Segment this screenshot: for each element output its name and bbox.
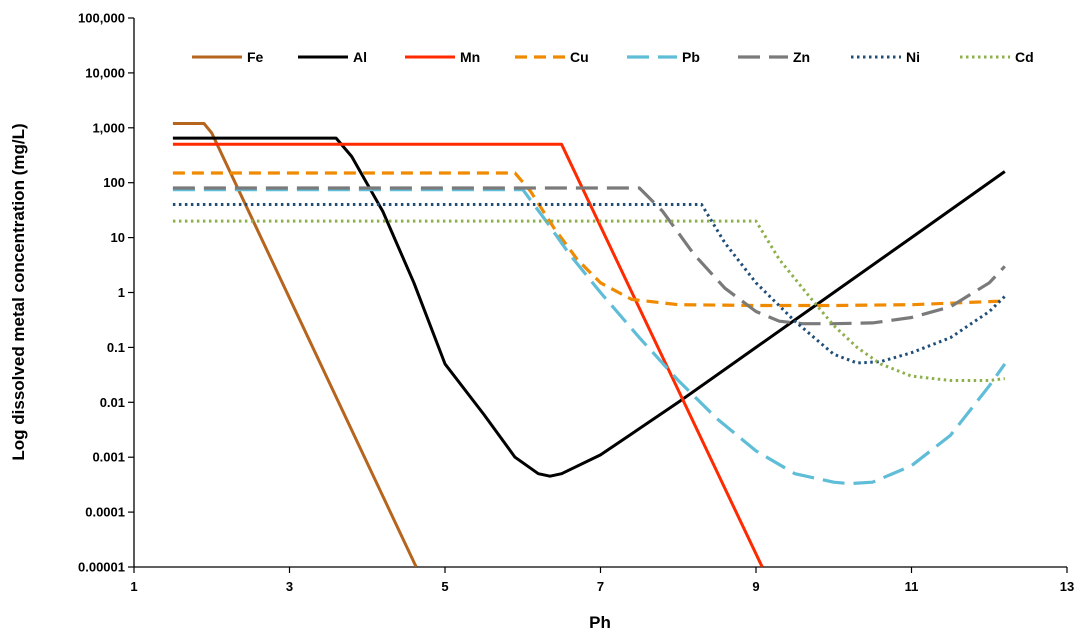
series-line-pb — [172, 188, 1007, 486]
x-tick-label: 1 — [130, 579, 137, 594]
y-tick-label: 10,000 — [85, 65, 125, 80]
x-tick-label: 13 — [1060, 579, 1074, 594]
y-tick-label: 0.0001 — [85, 505, 125, 520]
series-line-cd — [172, 219, 1005, 382]
y-tick-label: 1,000 — [92, 120, 125, 135]
y-tick-label: 0.01 — [100, 395, 125, 410]
x-tick-label: 5 — [441, 579, 448, 594]
y-tick-label: 0.00001 — [78, 560, 125, 575]
legend-label-zn: Zn — [793, 49, 810, 65]
y-tick-label: 0.1 — [107, 340, 125, 355]
x-tick-label: 11 — [905, 579, 919, 594]
y-tick-label: 0.001 — [92, 450, 125, 465]
legend-label-fe: Fe — [247, 49, 264, 65]
series-line-zn — [172, 186, 1006, 326]
legend-label-al: Al — [353, 49, 367, 65]
y-tick-label: 100,000 — [78, 11, 125, 26]
series-line-mn — [172, 142, 764, 567]
x-tick-label: 7 — [597, 579, 604, 594]
x-tick-label: 3 — [286, 579, 293, 594]
legend-label-cu: Cu — [570, 49, 589, 65]
y-tick-label: 1 — [118, 285, 125, 300]
legend-label-cd: Cd — [1015, 49, 1034, 65]
x-tick-label: 9 — [752, 579, 759, 594]
x-axis-title: Ph — [589, 613, 611, 632]
series-line-ni — [172, 203, 1006, 365]
series-line-fe — [172, 122, 418, 567]
series-line-al — [172, 136, 1006, 478]
series-line-cu — [172, 171, 1005, 308]
legend-label-ni: Ni — [906, 49, 920, 65]
y-tick-label: 100 — [103, 175, 125, 190]
legend-label-mn: Mn — [460, 49, 480, 65]
legend-label-pb: Pb — [682, 49, 700, 65]
y-tick-label: 10 — [111, 230, 125, 245]
y-axis-title: Log dissolved metal concentration (mg/L) — [9, 123, 28, 460]
